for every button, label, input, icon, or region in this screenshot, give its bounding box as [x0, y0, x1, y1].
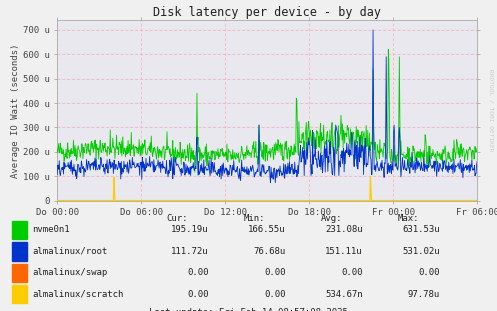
Text: 76.68u: 76.68u — [253, 247, 286, 256]
Bar — [12, 242, 27, 261]
Text: RRDTOOL / TOBI OETIKER: RRDTOOL / TOBI OETIKER — [489, 69, 494, 152]
Text: 195.19u: 195.19u — [171, 225, 209, 234]
Text: 534.67n: 534.67n — [325, 290, 363, 299]
Title: Disk latency per device - by day: Disk latency per device - by day — [153, 6, 381, 19]
Text: Avg:: Avg: — [321, 215, 342, 223]
Text: nvme0n1: nvme0n1 — [32, 225, 70, 234]
Text: 0.00: 0.00 — [187, 290, 209, 299]
Text: 151.11u: 151.11u — [325, 247, 363, 256]
Y-axis label: Average IO Wait (seconds): Average IO Wait (seconds) — [11, 43, 20, 178]
Text: 0.00: 0.00 — [264, 290, 286, 299]
Text: 166.55u: 166.55u — [248, 225, 286, 234]
Text: Min:: Min: — [244, 215, 265, 223]
Text: 0.00: 0.00 — [187, 268, 209, 277]
Bar — [12, 285, 27, 304]
Text: Max:: Max: — [398, 215, 419, 223]
Text: 631.53u: 631.53u — [402, 225, 440, 234]
Text: almalinux/scratch: almalinux/scratch — [32, 290, 124, 299]
Bar — [12, 221, 27, 239]
Text: 97.78u: 97.78u — [408, 290, 440, 299]
Text: almalinux/swap: almalinux/swap — [32, 268, 107, 277]
Text: 111.72u: 111.72u — [171, 247, 209, 256]
Text: Cur:: Cur: — [166, 215, 188, 223]
Bar — [12, 264, 27, 282]
Text: 0.00: 0.00 — [264, 268, 286, 277]
Text: 0.00: 0.00 — [418, 268, 440, 277]
Text: 531.02u: 531.02u — [402, 247, 440, 256]
Text: almalinux/root: almalinux/root — [32, 247, 107, 256]
Text: 0.00: 0.00 — [341, 268, 363, 277]
Text: Last update: Fri Feb 14 08:57:08 2025: Last update: Fri Feb 14 08:57:08 2025 — [149, 309, 348, 311]
Text: 231.08u: 231.08u — [325, 225, 363, 234]
